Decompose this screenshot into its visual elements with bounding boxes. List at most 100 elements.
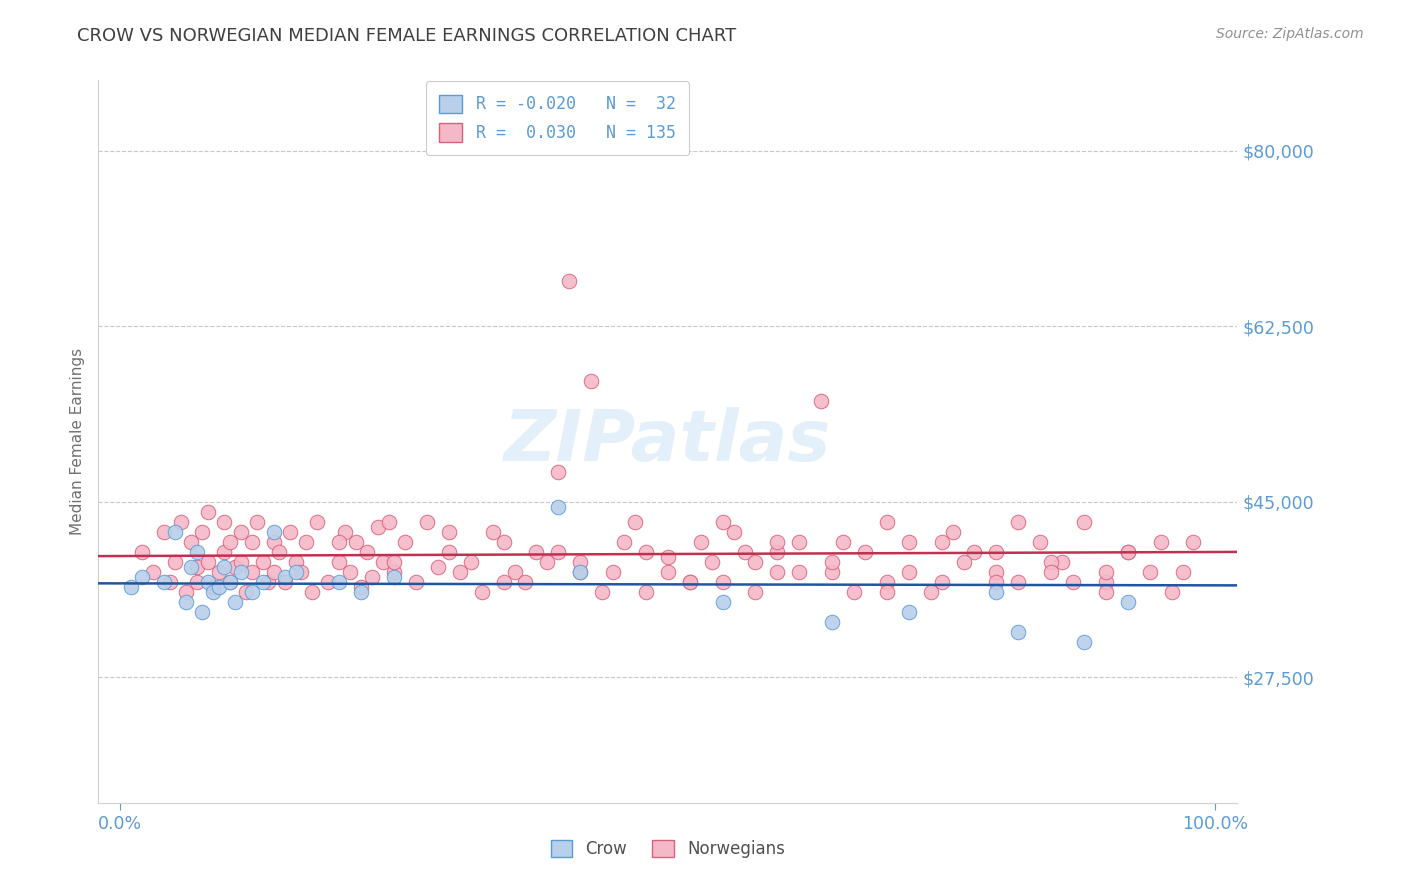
Point: [1040, 565, 1063, 579]
Point: [853, 545, 876, 559]
Point: [711, 574, 734, 589]
Point: [202, 580, 225, 594]
Point: [229, 524, 252, 539]
Point: [897, 565, 920, 579]
Point: [328, 574, 350, 589]
Point: [339, 565, 361, 579]
Point: [131, 570, 153, 584]
Point: [876, 574, 898, 589]
Point: [920, 585, 942, 599]
Point: [657, 565, 679, 579]
Point: [295, 534, 318, 549]
Point: [356, 545, 378, 559]
Point: [986, 585, 1008, 599]
Point: [229, 565, 252, 579]
Point: [186, 574, 208, 589]
Point: [437, 524, 460, 539]
Point: [766, 545, 789, 559]
Point: [876, 515, 898, 529]
Text: CROW VS NORWEGIAN MEDIAN FEMALE EARNINGS CORRELATION CHART: CROW VS NORWEGIAN MEDIAN FEMALE EARNINGS…: [77, 27, 737, 45]
Point: [1139, 565, 1161, 579]
Point: [1007, 515, 1029, 529]
Point: [1116, 545, 1139, 559]
Point: [766, 565, 789, 579]
Point: [1095, 565, 1118, 579]
Point: [492, 574, 515, 589]
Point: [273, 570, 295, 584]
Point: [333, 524, 356, 539]
Point: [558, 274, 581, 288]
Point: [191, 605, 214, 619]
Point: [1095, 574, 1118, 589]
Point: [1029, 534, 1052, 549]
Point: [214, 560, 236, 574]
Point: [1050, 555, 1073, 569]
Point: [1160, 585, 1182, 599]
Point: [744, 555, 766, 569]
Point: [689, 534, 711, 549]
Point: [515, 574, 537, 589]
Point: [426, 560, 449, 574]
Point: [766, 534, 789, 549]
Point: [307, 515, 329, 529]
Point: [180, 534, 202, 549]
Point: [191, 524, 214, 539]
Point: [229, 555, 252, 569]
Point: [821, 565, 844, 579]
Point: [536, 555, 558, 569]
Point: [120, 580, 142, 594]
Point: [208, 565, 231, 579]
Point: [263, 524, 285, 539]
Point: [371, 555, 394, 569]
Point: [579, 374, 602, 388]
Point: [437, 545, 460, 559]
Point: [284, 555, 307, 569]
Point: [382, 565, 405, 579]
Point: [460, 555, 482, 569]
Point: [301, 585, 323, 599]
Point: [810, 394, 832, 409]
Point: [328, 534, 350, 549]
Point: [1171, 565, 1194, 579]
Point: [986, 574, 1008, 589]
Point: [169, 515, 191, 529]
Point: [318, 574, 340, 589]
Point: [328, 555, 350, 569]
Point: [197, 574, 219, 589]
Point: [963, 545, 986, 559]
Point: [382, 570, 405, 584]
Point: [214, 515, 236, 529]
Point: [503, 565, 526, 579]
Point: [142, 565, 165, 579]
Point: [931, 534, 953, 549]
Point: [711, 515, 734, 529]
Point: [569, 555, 592, 569]
Point: [278, 524, 301, 539]
Y-axis label: Median Female Earnings: Median Female Earnings: [69, 348, 84, 535]
Point: [131, 545, 153, 559]
Point: [180, 560, 202, 574]
Point: [657, 549, 679, 564]
Point: [842, 585, 865, 599]
Point: [240, 534, 263, 549]
Point: [634, 545, 657, 559]
Point: [284, 565, 307, 579]
Point: [679, 574, 702, 589]
Point: [235, 585, 257, 599]
Point: [361, 570, 384, 584]
Point: [350, 585, 373, 599]
Point: [159, 574, 181, 589]
Point: [186, 545, 208, 559]
Point: [263, 534, 285, 549]
Point: [931, 574, 953, 589]
Point: [252, 574, 274, 589]
Point: [263, 565, 285, 579]
Point: [290, 565, 312, 579]
Point: [569, 565, 592, 579]
Point: [602, 565, 624, 579]
Point: [1007, 625, 1029, 640]
Point: [165, 524, 187, 539]
Point: [240, 585, 263, 599]
Point: [613, 534, 636, 549]
Point: [165, 555, 187, 569]
